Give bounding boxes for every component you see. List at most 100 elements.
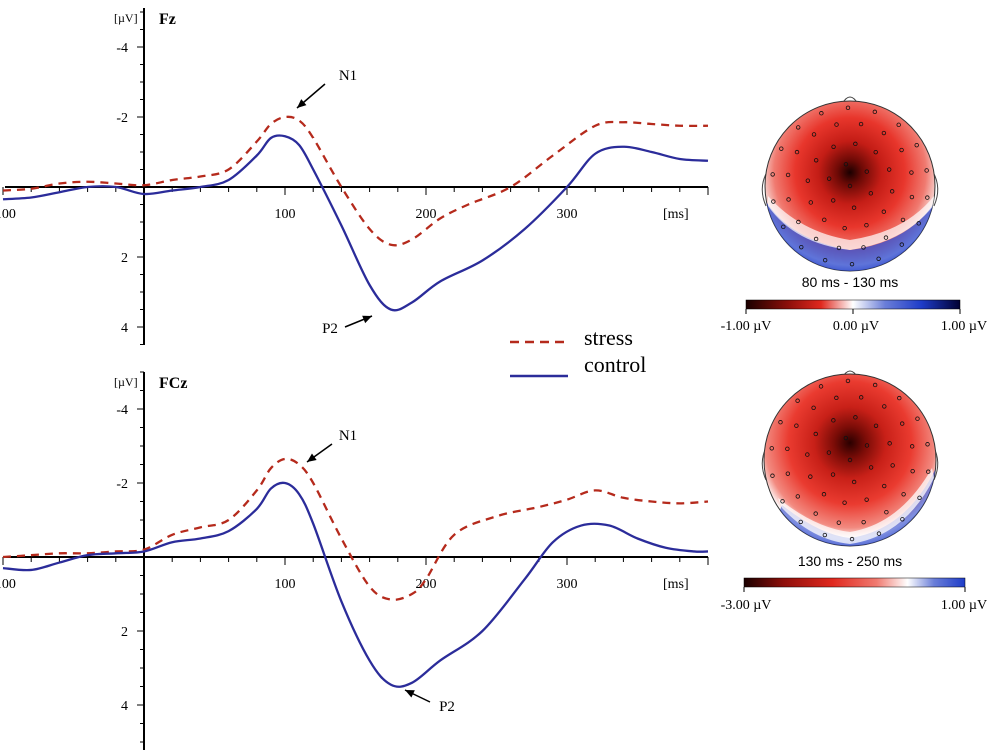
electrode-dot <box>831 198 836 203</box>
legend-control-label: control <box>584 352 646 377</box>
annotation-p2: P2 <box>439 699 455 715</box>
electrode-dot <box>864 497 869 502</box>
electrode-dot <box>900 421 905 426</box>
electrode-dot <box>794 149 800 155</box>
electrode-dot <box>849 536 855 542</box>
electrode-dot <box>780 499 785 504</box>
legend: stress control <box>510 325 646 378</box>
electrode-dot <box>771 199 776 204</box>
electrode-dot <box>861 245 866 250</box>
electrode-dot <box>881 130 887 136</box>
electrode-dot <box>781 224 786 230</box>
topomap-1-time-label: 80 ms - 130 ms <box>802 274 898 290</box>
electrode-dot <box>924 168 929 173</box>
x-tick-label: -100 <box>0 577 16 592</box>
electrode-dot <box>868 465 874 470</box>
topomap-2-colorbar <box>743 577 966 588</box>
y-tick-label: -4 <box>116 41 128 56</box>
electrode-dot <box>808 200 814 205</box>
electrode-dot <box>872 382 878 388</box>
topomap-1-scale-mid: 0.00 µV <box>833 319 879 334</box>
electrode-dot <box>909 170 914 175</box>
topomap-1-white-band <box>768 196 934 250</box>
annotation-arrowhead <box>307 453 317 462</box>
electrode-dot <box>826 450 832 455</box>
electrode-dot <box>813 431 818 437</box>
electrode-dot <box>796 125 801 130</box>
electrode-dot <box>900 517 905 522</box>
electrode-dot <box>858 121 864 127</box>
electrode-dot <box>813 236 819 242</box>
electrode-dot <box>811 132 817 137</box>
topomap-2-scale-min: -3.00 µV <box>721 598 772 613</box>
y-tick-label: 4 <box>121 321 128 336</box>
topomap-2-white-band <box>778 468 934 544</box>
electrode-dot <box>887 441 892 446</box>
electrode-dot <box>843 435 849 441</box>
electrode-dot <box>899 242 904 247</box>
topomap-1-scale-max: 1.00 µV <box>941 319 987 334</box>
electrode-dot <box>795 398 800 403</box>
y-tick-label: 4 <box>121 699 128 714</box>
y-tick-label: -2 <box>116 477 128 492</box>
y-unit-label: [µV] <box>114 375 138 389</box>
legend-stress-label: stress <box>584 325 633 350</box>
electrode-dot <box>845 378 851 384</box>
electrode-dot <box>847 457 853 463</box>
x-tick-label: 100 <box>275 207 296 222</box>
y-tick-label: -4 <box>116 403 128 418</box>
electrode-dot <box>849 261 855 267</box>
electrode-dot <box>897 395 902 401</box>
electrode-dot <box>785 471 791 476</box>
electrode-dot <box>813 511 818 516</box>
electrode-dot <box>917 495 922 500</box>
electrode-dot <box>876 531 882 536</box>
electrode-dot <box>836 245 842 251</box>
electrode-dot <box>909 444 915 449</box>
electrode-dot <box>876 256 881 261</box>
electrode-dot <box>813 158 819 163</box>
topomap-2-electrodes <box>769 378 931 542</box>
electrode-dot <box>853 415 858 420</box>
electrode-dot <box>794 423 799 428</box>
annotation-p2: P2 <box>322 321 338 337</box>
electrode-dot <box>822 257 828 263</box>
electrode-dot <box>818 384 824 389</box>
electrode-dot <box>890 463 895 468</box>
electrode-dot <box>884 510 889 515</box>
electrode-dot <box>830 472 836 477</box>
x-unit-label: [ms] <box>663 577 689 592</box>
electrode-dot <box>851 205 857 210</box>
electrode-dot <box>799 244 804 250</box>
electrode-dot <box>864 169 869 174</box>
x-tick-label: 300 <box>557 207 578 222</box>
electrode-dot <box>914 142 919 148</box>
electrode-dot <box>769 446 774 451</box>
electrode-dot <box>805 452 810 457</box>
electrode-dot <box>864 443 870 448</box>
electrode-dot <box>910 468 915 474</box>
electrode-dot <box>811 405 816 410</box>
electrode-dot <box>805 178 811 183</box>
electrode-dot <box>786 197 791 202</box>
topomap-1-colorbar <box>745 299 961 310</box>
electrode-dot <box>834 395 839 401</box>
y-tick-label: 2 <box>121 625 128 640</box>
series-control-line <box>2 481 709 688</box>
electrode-dot <box>872 109 878 115</box>
electrode-dot <box>900 217 906 223</box>
fz-erp-panel: -4 -2 2 4 -100 100 200 300 [µV] Fz [ms] N1 P2 <box>0 8 709 345</box>
electrode-dot <box>785 446 790 452</box>
electrode-dot <box>883 235 889 240</box>
x-unit-label: [ms] <box>663 207 689 222</box>
series-control-line <box>2 134 709 312</box>
electrode-dot <box>795 494 800 499</box>
x-tick-label: 300 <box>557 577 578 592</box>
channel-label: FCz <box>159 375 187 392</box>
x-tick-label: 100 <box>275 577 296 592</box>
electrode-dot <box>853 141 858 147</box>
electrode-dot <box>847 183 853 189</box>
electrode-dot <box>882 404 887 409</box>
electrode-dot <box>822 217 827 223</box>
electrode-dot <box>916 221 921 226</box>
